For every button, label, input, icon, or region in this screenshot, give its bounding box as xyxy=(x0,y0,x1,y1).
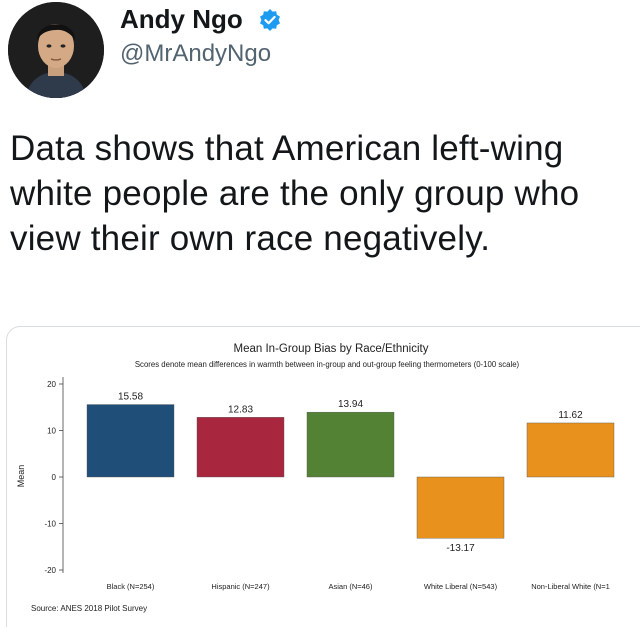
y-tick-label: -10 xyxy=(44,520,56,529)
x-category-label: Black (N=254) xyxy=(107,582,155,591)
display-name[interactable]: Andy Ngo xyxy=(120,4,243,34)
x-category-label: Hispanic (N=247) xyxy=(211,582,270,591)
value-label: 11.62 xyxy=(558,410,583,421)
verified-badge-icon xyxy=(260,9,280,31)
y-axis-ticks: 20 10 0 -10 -20 xyxy=(44,380,63,575)
x-category-label: White Liberal (N=543) xyxy=(424,582,498,591)
bar-chart: Mean In-Group Bias by Race/Ethnicity Sco… xyxy=(16,343,615,613)
bar-5 xyxy=(526,422,615,478)
avatar[interactable] xyxy=(8,2,104,98)
y-tick-label: 20 xyxy=(47,380,56,389)
bar-3 xyxy=(306,411,395,478)
value-label: 12.83 xyxy=(228,404,253,415)
x-axis-labels: Black (N=254) Hispanic (N=247) Asian (N=46… xyxy=(107,582,610,591)
y-tick-label: -20 xyxy=(44,566,56,575)
chart-image: Mean In-Group Bias by Race/Ethnicity Sco… xyxy=(6,326,640,627)
tweet-header: Andy Ngo @MrAndyNgo xyxy=(0,0,640,100)
author-handle[interactable]: @MrAndyNgo xyxy=(120,40,272,67)
bar-4 xyxy=(416,476,505,539)
x-category-label: Asian (N=46) xyxy=(329,582,373,591)
avatar-portrait-icon xyxy=(8,2,104,98)
chart-subtitle: Scores denote mean differences in warmth… xyxy=(135,360,520,369)
y-tick-label: 10 xyxy=(47,427,56,436)
x-category-label: Non-Liberal White (N=1 xyxy=(531,582,610,591)
bar-1 xyxy=(86,404,175,478)
value-labels-group: 15.58 12.83 13.94 -13.17 11.62 xyxy=(118,392,583,555)
value-label: 13.94 xyxy=(338,399,363,410)
chart-source: Source: ANES 2018 Pilot Survey xyxy=(31,604,147,613)
y-tick-label: 0 xyxy=(52,473,57,482)
bar-2 xyxy=(196,417,285,478)
value-label: 15.58 xyxy=(118,392,143,403)
value-label: -13.17 xyxy=(446,543,475,554)
chart-title: Mean In-Group Bias by Race/Ethnicity xyxy=(234,343,429,355)
y-axis-label: Mean xyxy=(16,465,26,488)
bars-group xyxy=(86,404,615,539)
tweet-text: Data shows that American left-wing white… xyxy=(10,129,580,258)
